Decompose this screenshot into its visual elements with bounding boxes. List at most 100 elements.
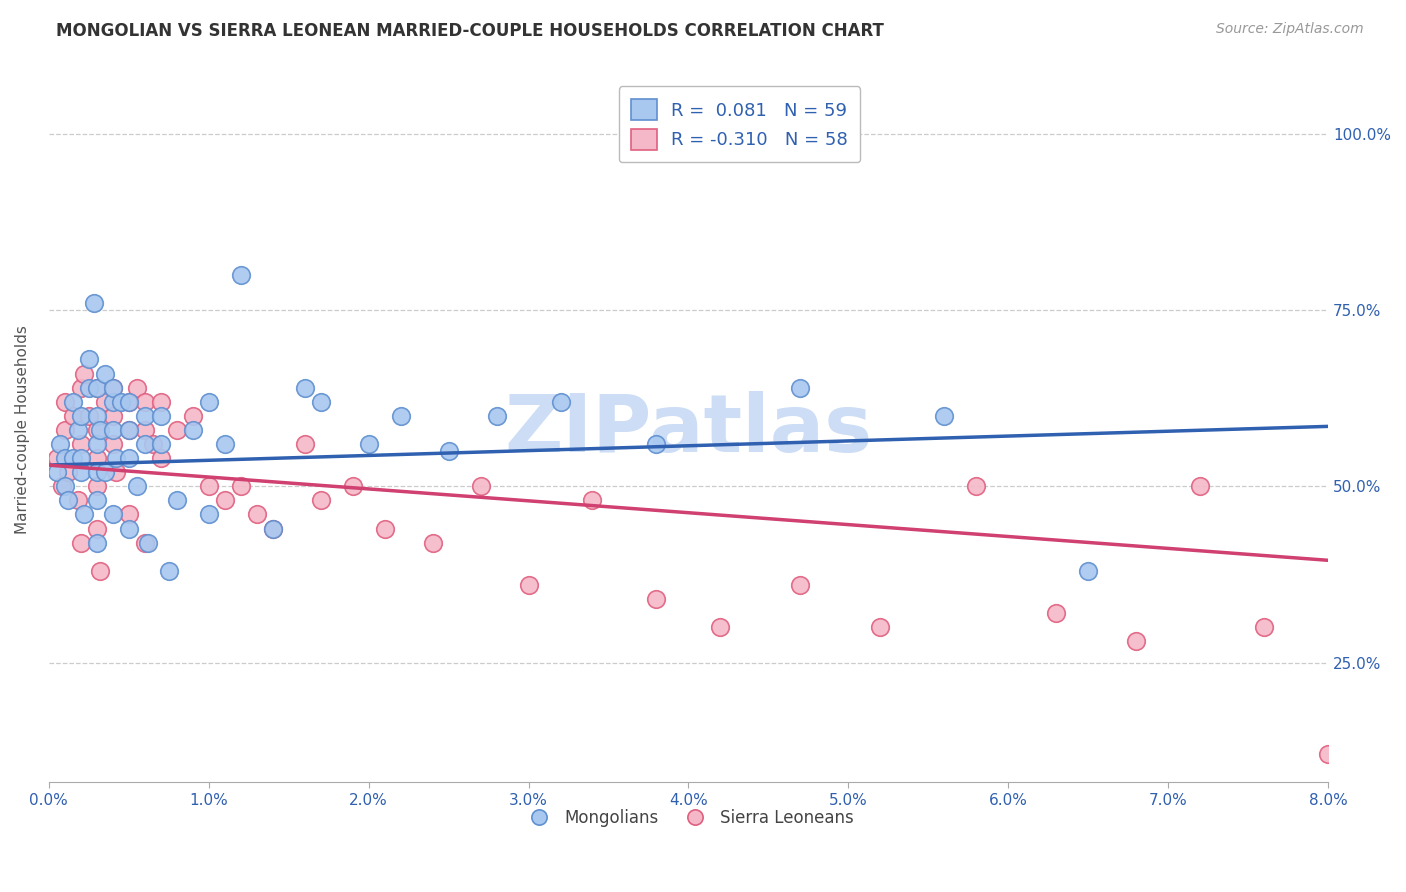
Point bbox=[934, 409, 956, 423]
Point bbox=[422, 535, 444, 549]
Point bbox=[51, 479, 73, 493]
Point bbox=[136, 535, 159, 549]
Point bbox=[1125, 634, 1147, 648]
Point bbox=[149, 451, 172, 466]
Point bbox=[118, 522, 141, 536]
Point bbox=[45, 465, 67, 479]
Point bbox=[69, 381, 91, 395]
Point bbox=[1045, 606, 1067, 620]
Point bbox=[86, 451, 108, 466]
Point bbox=[149, 394, 172, 409]
Point bbox=[77, 409, 100, 423]
Point bbox=[104, 465, 127, 479]
Point bbox=[56, 493, 79, 508]
Point bbox=[246, 508, 269, 522]
Point bbox=[86, 423, 108, 437]
Point bbox=[118, 451, 141, 466]
Point bbox=[965, 479, 987, 493]
Point bbox=[134, 394, 156, 409]
Point bbox=[53, 451, 76, 466]
Point bbox=[134, 437, 156, 451]
Point bbox=[229, 268, 252, 282]
Legend: Mongolians, Sierra Leoneans: Mongolians, Sierra Leoneans bbox=[516, 803, 860, 834]
Point bbox=[93, 465, 115, 479]
Point bbox=[45, 451, 67, 466]
Point bbox=[197, 479, 219, 493]
Point bbox=[142, 437, 165, 451]
Point bbox=[53, 423, 76, 437]
Point bbox=[118, 508, 141, 522]
Point bbox=[357, 437, 380, 451]
Point bbox=[437, 444, 460, 458]
Point bbox=[1189, 479, 1212, 493]
Point bbox=[73, 367, 96, 381]
Point bbox=[229, 479, 252, 493]
Point bbox=[73, 508, 96, 522]
Point bbox=[86, 535, 108, 549]
Point bbox=[645, 592, 668, 607]
Point bbox=[134, 409, 156, 423]
Point bbox=[309, 394, 332, 409]
Point bbox=[342, 479, 364, 493]
Point bbox=[89, 564, 111, 578]
Point bbox=[134, 535, 156, 549]
Point bbox=[86, 465, 108, 479]
Text: MONGOLIAN VS SIERRA LEONEAN MARRIED-COUPLE HOUSEHOLDS CORRELATION CHART: MONGOLIAN VS SIERRA LEONEAN MARRIED-COUP… bbox=[56, 22, 884, 40]
Point bbox=[66, 493, 89, 508]
Point bbox=[118, 423, 141, 437]
Point bbox=[389, 409, 412, 423]
Point bbox=[118, 394, 141, 409]
Point bbox=[149, 437, 172, 451]
Point bbox=[1317, 747, 1340, 761]
Point bbox=[517, 578, 540, 592]
Point bbox=[86, 493, 108, 508]
Point bbox=[49, 437, 72, 451]
Point bbox=[101, 409, 124, 423]
Point bbox=[69, 535, 91, 549]
Point bbox=[104, 451, 127, 466]
Point bbox=[93, 394, 115, 409]
Point bbox=[550, 394, 572, 409]
Point bbox=[789, 381, 811, 395]
Point bbox=[56, 465, 79, 479]
Point bbox=[309, 493, 332, 508]
Point bbox=[101, 423, 124, 437]
Point bbox=[581, 493, 603, 508]
Point bbox=[709, 620, 731, 634]
Point bbox=[62, 394, 84, 409]
Point bbox=[101, 437, 124, 451]
Point bbox=[149, 409, 172, 423]
Point bbox=[197, 508, 219, 522]
Point bbox=[86, 437, 108, 451]
Point bbox=[294, 437, 316, 451]
Point bbox=[1077, 564, 1099, 578]
Point bbox=[166, 493, 188, 508]
Point bbox=[166, 423, 188, 437]
Point bbox=[86, 409, 108, 423]
Point bbox=[69, 465, 91, 479]
Point bbox=[86, 381, 108, 395]
Point bbox=[645, 437, 668, 451]
Point bbox=[789, 578, 811, 592]
Point bbox=[214, 493, 236, 508]
Point bbox=[125, 479, 148, 493]
Text: ZIPatlas: ZIPatlas bbox=[505, 391, 873, 469]
Text: Source: ZipAtlas.com: Source: ZipAtlas.com bbox=[1216, 22, 1364, 37]
Point bbox=[110, 394, 132, 409]
Point bbox=[86, 381, 108, 395]
Point bbox=[101, 394, 124, 409]
Point bbox=[69, 451, 91, 466]
Point bbox=[93, 367, 115, 381]
Point bbox=[118, 394, 141, 409]
Point bbox=[101, 381, 124, 395]
Point bbox=[470, 479, 492, 493]
Point bbox=[83, 296, 105, 310]
Point bbox=[86, 522, 108, 536]
Point bbox=[157, 564, 180, 578]
Point bbox=[197, 394, 219, 409]
Point bbox=[89, 423, 111, 437]
Point bbox=[262, 522, 284, 536]
Point bbox=[53, 394, 76, 409]
Point bbox=[86, 479, 108, 493]
Point bbox=[62, 409, 84, 423]
